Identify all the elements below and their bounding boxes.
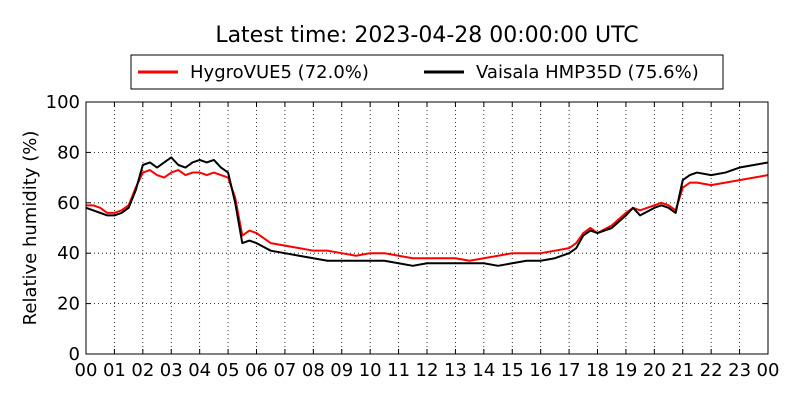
x-tick-label: 15 <box>501 360 524 381</box>
x-tick-label: 23 <box>728 360 751 381</box>
x-tick-label: 11 <box>387 360 410 381</box>
x-tick-label: 02 <box>131 360 154 381</box>
series-line-hygrovue5 <box>86 169 769 262</box>
grid <box>86 102 768 354</box>
x-tick-label: 00 <box>757 360 780 381</box>
y-tick-label: 0 <box>69 344 80 365</box>
x-tick-label: 07 <box>273 360 296 381</box>
x-tick-label: 20 <box>643 360 666 381</box>
x-tick-label: 03 <box>160 360 183 381</box>
x-tick-label: 22 <box>700 360 723 381</box>
ticks: 00 01 02 03 04 05 06 07 08 09 10 11 12 13 14 15 16 17 18 19… <box>46 92 780 381</box>
x-tick-label: 09 <box>330 360 353 381</box>
y-axis-label: Relative humidity (%) <box>20 131 41 326</box>
y-tick-label: 100 <box>46 92 80 113</box>
series-line-vaisala <box>85 156 769 267</box>
x-tick-label: 13 <box>444 360 467 381</box>
y-tick-label: 80 <box>57 142 80 163</box>
plot-frame <box>85 101 769 355</box>
x-tick-label: 08 <box>302 360 325 381</box>
x-tick-label: 10 <box>359 360 382 381</box>
legend-label-hygrovue5: HygroVUE5 (72.0%) <box>190 62 369 83</box>
x-tick-label: 01 <box>103 360 126 381</box>
x-tick-label: 18 <box>586 360 609 381</box>
x-tick-label: 14 <box>472 360 495 381</box>
series-layer <box>85 156 769 267</box>
chart-title: Latest time: 2023-04-28 00:00:00 UTC <box>215 23 638 48</box>
x-tick-label: 04 <box>188 360 211 381</box>
y-tick-label: 20 <box>57 294 80 315</box>
x-tick-label: 17 <box>558 360 581 381</box>
x-tick-label: 12 <box>416 360 439 381</box>
legend-label-vaisala: Vaisala HMP35D (75.6%) <box>476 62 699 83</box>
y-tick-label: 40 <box>57 243 80 264</box>
x-tick-label: 06 <box>245 360 268 381</box>
x-tick-label: 21 <box>671 360 694 381</box>
legend: HygroVUE5 (72.0%) Vaisala HMP35D (75.6%) <box>130 54 724 90</box>
x-tick-label: 16 <box>529 360 552 381</box>
y-tick-label: 60 <box>57 193 80 214</box>
x-tick-label: 05 <box>217 360 240 381</box>
x-tick-label: 19 <box>614 360 637 381</box>
x-tick-label: 00 <box>75 360 98 381</box>
